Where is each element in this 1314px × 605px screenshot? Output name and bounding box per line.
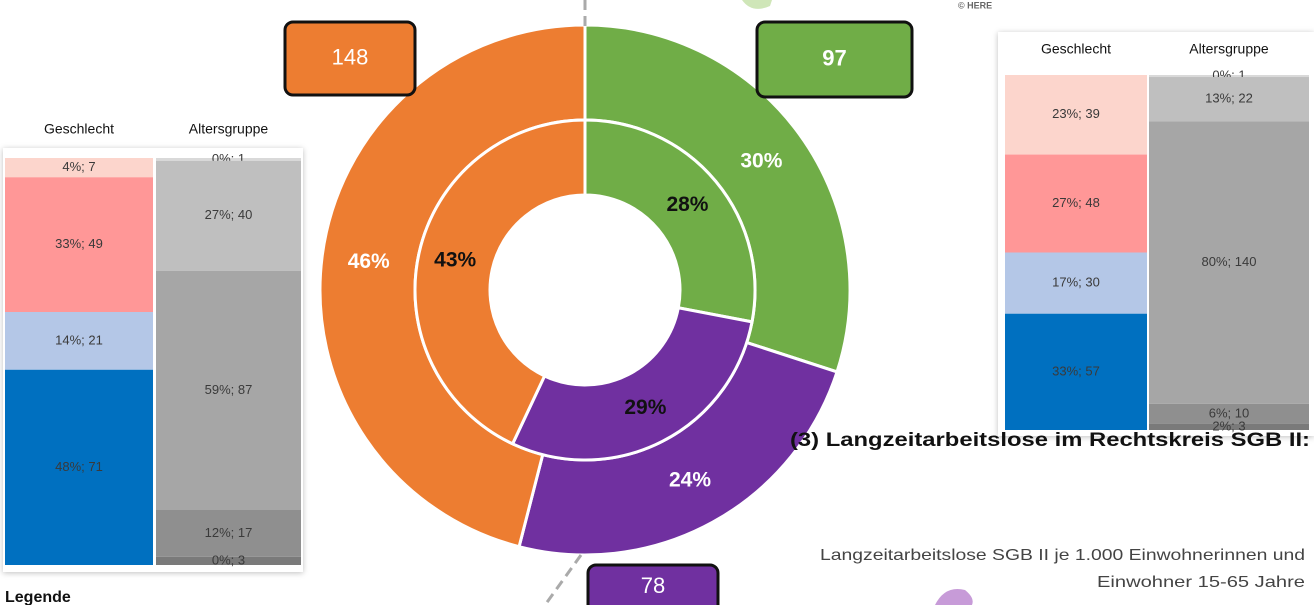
segment-label: 33%; 57 <box>1052 363 1100 378</box>
column-segment <box>1005 75 1147 155</box>
segment-label: 17%; 30 <box>1052 275 1100 290</box>
map-fragment <box>742 0 772 9</box>
segment-label: 27%; 48 <box>1052 195 1100 210</box>
column-segment <box>156 270 301 510</box>
column-segment <box>156 510 301 557</box>
segment-label: 14%; 21 <box>55 332 103 347</box>
section-title: (3) Langzeitarbeitslose im Rechtskreis S… <box>790 430 1310 451</box>
column-segment <box>5 312 153 370</box>
column-segment <box>1149 423 1309 430</box>
segment-label: 46% <box>348 250 390 273</box>
column-header: Altersgruppe <box>1189 41 1269 57</box>
segment-label: 28% <box>666 193 708 216</box>
divider <box>543 554 583 605</box>
segment-label: 24% <box>669 469 711 492</box>
total-box <box>586 563 720 605</box>
donut-segment <box>510 306 754 462</box>
column-segment <box>1149 75 1309 78</box>
donut-segment <box>413 118 587 446</box>
segment-label: 80%; 140 <box>1202 254 1257 269</box>
column-segment <box>1005 252 1147 314</box>
column-segment <box>1149 77 1309 122</box>
total-label: 97 <box>822 45 846 70</box>
column-header: Geschlecht <box>1041 41 1111 57</box>
segment-label: 4%; 7 <box>62 159 95 174</box>
total-label: 148 <box>332 44 369 69</box>
column-segment <box>156 158 301 161</box>
total-box <box>283 20 417 97</box>
map-fragment <box>935 589 973 605</box>
segment-label: 59%; 87 <box>205 382 253 397</box>
column-segment <box>156 160 301 271</box>
segment-label: 0%; 3 <box>212 552 245 567</box>
segment-label: 23%; 39 <box>1052 106 1100 121</box>
segment-label: 29% <box>624 396 666 419</box>
total-label: 78 <box>641 573 665 598</box>
right-stacked-chart: Geschlecht 23%; 39 27%; 48 17%; 30 33%; 57 Al… <box>1005 41 1309 433</box>
section-subtitle: Langzeitarbeitslose SGB II je 1.000 Einw… <box>820 547 1305 564</box>
left-stacked-chart: Geschlecht 4%; 7 33%; 49 14%; 21 48%; 71 Alte… <box>5 121 301 567</box>
total-box <box>755 20 914 99</box>
segment-label: 6%; 10 <box>1209 405 1249 420</box>
section-subtitle: Einwohner 15-65 Jahre <box>1097 574 1305 591</box>
column-segment <box>5 158 153 178</box>
column-segment <box>1005 154 1147 253</box>
segment-label: 43% <box>434 249 476 272</box>
donut-chart: 30% 24% 46% 28% 29% 43% 97 78 148 <box>283 20 914 605</box>
segment-label: 48%; 71 <box>55 459 103 474</box>
segment-label: 27%; 40 <box>205 207 253 222</box>
segment-label: 30% <box>740 149 782 172</box>
column-segment <box>1005 313 1147 430</box>
segment-label: 13%; 22 <box>1205 91 1253 106</box>
donut-segment <box>583 118 757 324</box>
copyright: © HERE <box>958 0 992 10</box>
segment-label: 33%; 49 <box>55 236 103 251</box>
column-segment <box>5 177 153 312</box>
segment-label: 2%; 3 <box>1212 418 1245 433</box>
column-segment <box>1149 121 1309 404</box>
column-segment <box>156 556 301 565</box>
column-header: Geschlecht <box>44 121 114 137</box>
column-segment <box>5 369 153 565</box>
column-segment <box>1149 403 1309 424</box>
column-header: Altersgruppe <box>189 121 269 137</box>
legend-title: Legende <box>5 589 71 605</box>
segment-label: 12%; 17 <box>205 525 253 540</box>
